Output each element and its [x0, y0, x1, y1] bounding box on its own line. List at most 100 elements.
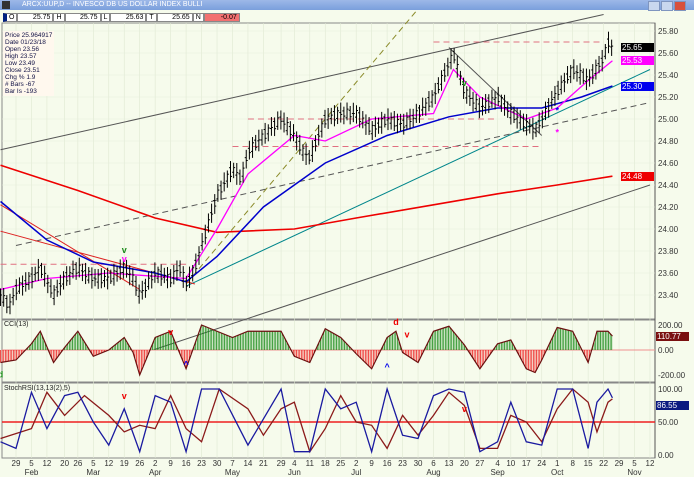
month-label: Apr: [149, 468, 162, 477]
close-button[interactable]: [674, 1, 686, 11]
stoch-fast-line: [0, 386, 614, 455]
price-tick-label: 24.60: [658, 159, 679, 168]
ohlc-key: H: [53, 13, 65, 22]
info-key: # Bars: [5, 81, 26, 88]
chart-annotation: ^: [183, 360, 189, 370]
ohlc-value: 25.75: [17, 13, 54, 22]
x-tick-label: 20: [460, 459, 469, 468]
x-tick-label: 23: [398, 459, 407, 468]
info-key: Date: [5, 39, 21, 46]
chart-annotation: v: [122, 245, 127, 255]
info-value: 01/23/18: [20, 39, 46, 46]
x-tick-label: 16: [182, 459, 191, 468]
x-tick-label: 17: [522, 459, 531, 468]
month-label: Oct: [551, 468, 564, 477]
x-tick-label: 26: [73, 459, 82, 468]
x-tick-label: 26: [135, 459, 144, 468]
price-tick-label: 23.80: [658, 247, 679, 256]
price-tick-label: 23.40: [658, 291, 679, 300]
price-tick-label: 25.00: [658, 115, 679, 124]
x-tick-label: 5: [632, 459, 637, 468]
month-label: Mar: [86, 468, 100, 477]
app-icon: [2, 1, 10, 9]
price-tick-label: 25.60: [658, 49, 679, 58]
stoch-slow-line: [0, 387, 613, 454]
chart-annotation: v: [168, 327, 173, 337]
ma-short-line: [0, 60, 613, 291]
chart-annotation: ^: [384, 362, 390, 372]
stoch-tick-label: 100.00: [658, 385, 683, 394]
info-row: High 23.57: [5, 53, 52, 60]
stoch-value-tag: 86.55: [656, 401, 689, 410]
x-tick-label: 14: [243, 459, 252, 468]
stoch-tick-label: 50.00: [658, 418, 679, 427]
chart-annotation: *: [555, 106, 559, 116]
price-tick-label: 23.60: [658, 269, 679, 278]
cci-tick-label: 0.00: [658, 346, 674, 355]
info-row: Bar Is -193: [5, 88, 52, 95]
info-row: Close 23.51: [5, 67, 52, 74]
info-row: Price 25.964917: [5, 32, 52, 39]
x-tick-label: 16: [383, 459, 392, 468]
minimize-button[interactable]: [648, 1, 660, 11]
x-tick-label: 25: [336, 459, 345, 468]
price-tick-label: 24.20: [658, 203, 679, 212]
x-tick-label: 4: [292, 459, 297, 468]
trendline: [15, 102, 651, 246]
x-tick-label: 1: [555, 459, 560, 468]
stoch-label: StochRSI(13,13(2),5): [4, 385, 71, 392]
info-value: 25.964917: [21, 32, 53, 39]
cci-value-tag: 110.77: [656, 331, 689, 341]
ohlc-value: -0.07: [203, 13, 240, 22]
info-key: Bar Is: [5, 88, 24, 95]
info-row: Open 23.56: [5, 46, 52, 53]
ohlc-value: 25.63: [110, 13, 147, 22]
x-tick-label: 15: [584, 459, 593, 468]
x-tick-label: 9: [168, 459, 173, 468]
price-tick-label: 25.20: [658, 93, 679, 102]
price-tag: 25.65: [621, 43, 654, 52]
price-tag: 25.30: [621, 81, 654, 91]
x-tick-label: 10: [506, 459, 515, 468]
ma-long-line: [0, 164, 613, 234]
price-tick-label: 24.00: [658, 225, 679, 234]
ohlc-key: L: [100, 13, 111, 22]
ohlc-readout: O 25.75 H 25.75 L 25.63 T 25.65 N -0.07: [3, 13, 240, 22]
x-tick-label: 24: [537, 459, 546, 468]
x-tick-label: 9: [369, 459, 374, 468]
window-title: ARCX:UUP,D -- INVESCO DB US DOLLAR INDEX…: [22, 1, 203, 8]
cursor-info-box: Price 25.964917 Date 01/23/18 Open 23.56 Hi…: [3, 31, 55, 96]
x-tick-label: 20: [60, 459, 69, 468]
maximize-button[interactable]: [661, 1, 673, 11]
trendline: [0, 14, 604, 151]
month-label: Nov: [627, 468, 641, 477]
x-tick-label: 12: [42, 459, 51, 468]
title-bar: ARCX:UUP,D -- INVESCO DB US DOLLAR INDEX…: [0, 0, 694, 11]
x-tick-label: 21: [259, 459, 268, 468]
ohlc-key: O: [3, 13, 18, 22]
x-tick-label: 30: [213, 459, 222, 468]
ohlc-key: T: [146, 13, 157, 22]
info-value: -67: [25, 81, 35, 88]
cci-label: CCI(13): [4, 321, 29, 328]
cci-line: [0, 324, 613, 377]
x-tick-label: 11: [306, 459, 315, 468]
info-row: Date 01/23/18: [5, 39, 52, 46]
info-row: Low 23.49: [5, 60, 52, 67]
chart-annotation: v: [122, 254, 127, 264]
info-row: # Bars -67: [5, 81, 52, 88]
x-tick-label: 2: [354, 459, 359, 468]
chart-annotation: *: [555, 128, 559, 138]
month-label: Aug: [426, 468, 440, 477]
x-tick-label: 12: [646, 459, 655, 468]
x-tick-label: 13: [445, 459, 454, 468]
info-value: -193: [23, 88, 37, 95]
x-tick-label: 27: [475, 459, 484, 468]
trendline: [0, 204, 140, 290]
trendline: [152, 184, 651, 351]
x-tick-label: 30: [414, 459, 423, 468]
chart-annotation: v: [404, 330, 409, 340]
cci-tick-label: 200.00: [658, 321, 683, 330]
info-key: Open: [5, 46, 23, 53]
